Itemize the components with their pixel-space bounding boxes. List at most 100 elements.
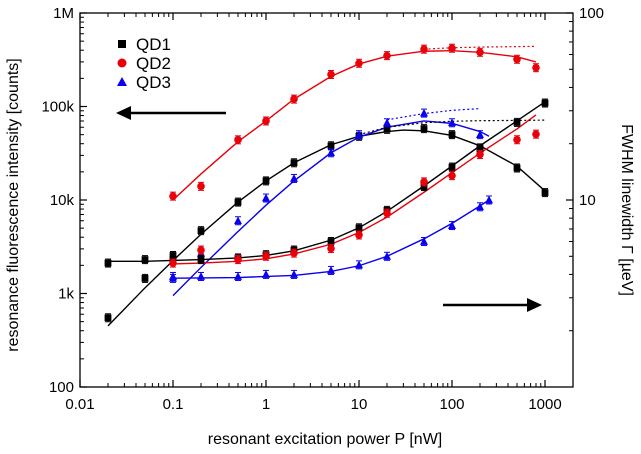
qd1-linewidth-data-point [513,118,521,126]
qd2-intensity-data-point [448,44,456,53]
qd3-intensity-fit-line [172,120,490,297]
qd2-linewidth-data-point [532,130,540,138]
qd3-linewidth-data-point [169,272,178,280]
qd1-linewidth-data-point [327,238,335,245]
qd1-intensity-data-point [420,125,428,133]
qd1-linewidth-fit-line [108,101,546,263]
qd1-intensity-data-point [262,177,270,185]
qd1-intensity-data-point [383,125,391,133]
qd1-intensity-data-point [513,164,521,172]
qd3-intensity-data-point [382,118,391,127]
right-axis-arrow-head [527,298,542,312]
qd3-linewidth-data-point [420,237,429,245]
qd2-intensity-data-point [383,51,391,60]
qd1-linewidth-data-point [420,183,428,190]
legend-label-qd1: QD1 [136,35,171,54]
qd2-linewidth-data-point [169,259,177,267]
qd2-intensity-data-point [420,45,428,54]
qd1-linewidth-data-point [104,259,112,267]
qd3-intensity-data-point [234,216,243,225]
x-tick-label: 10 [351,396,368,413]
x-tick-label: 0.01 [65,396,94,413]
qd1-intensity-fit-line [107,129,546,327]
qd1-linewidth-data-point [355,224,363,232]
x-tick-label: 1000 [528,396,561,413]
qd1-intensity-data-point [141,275,149,282]
legend-marker-qd1 [118,40,126,48]
x-tick-label: 0.1 [163,396,184,413]
qd2-intensity-data-point [513,55,521,64]
qd2-linewidth-data-point [355,231,363,239]
qd1-intensity-data-point [327,142,335,150]
qd2-intensity-data-point [532,63,540,72]
qd2-intensity-data-point [355,59,363,68]
qd2-intensity-data-point [476,48,484,57]
qd2-linewidth-data-point [476,150,484,159]
left-axis-arrow-head [116,106,131,120]
qd3-linewidth-data-point [262,270,271,278]
legend-label-qd2: QD2 [136,54,171,73]
qd1-linewidth-data-point [197,256,205,264]
qd2-linewidth-data-point [327,244,335,253]
qd2-intensity-data-point [197,182,205,191]
left-y-axis-title: resonance fluorescence intensity [counts… [5,58,22,352]
qd2-linewidth-data-point [513,135,521,144]
y-left-tick-label: 1M [53,5,74,22]
qd1-intensity-data-point [290,159,298,167]
qd3-intensity-data-point [448,118,457,127]
qd3-intensity-data-point [475,130,484,139]
qd2-intensity-data-point [169,192,177,200]
qd1-linewidth-data-point [448,163,456,171]
y-right-tick-label: 100 [579,5,604,22]
y-left-tick-label: 100k [41,99,74,116]
qd1-linewidth-data-point [476,144,484,152]
qd3-intensity-data-point [355,130,364,139]
qd2-linewidth-data-point [290,249,298,257]
y-left-tick-label: 10k [50,192,75,209]
legend-marker-qd3 [117,77,127,86]
qd3-linewidth-data-point [327,266,336,274]
qd2-linewidth-data-point [234,255,242,264]
qd2-intensity-data-point [327,70,335,79]
qd2-intensity-fit-line [172,50,537,201]
qd3-intensity-saturation-line [386,107,481,121]
qd3-linewidth-data-point [475,202,484,211]
y-left-tick-label: 100 [49,379,74,396]
x-axis-title: resonant excitation power P [nW] [208,431,443,448]
qd3-linewidth-fit-line [172,199,490,279]
qd3-linewidth-data-point [234,272,243,280]
y-left-tick-label: 1k [58,286,74,303]
qd3-linewidth-data-point [448,221,457,229]
qd1-intensity-data-point [448,131,456,139]
qd3-linewidth-data-point [355,260,364,269]
qd1-intensity-data-point [234,198,242,206]
qd1-linewidth-data-point [541,99,549,107]
qd2-intensity-data-point [290,95,298,103]
qd3-linewidth-data-point [196,272,205,280]
qd1-intensity-data-point [104,314,112,322]
legend-marker-qd2 [117,58,127,68]
qd2-intensity-data-point [234,136,242,144]
qd2-intensity-saturation-line [423,45,536,50]
qd3-linewidth-data-point [485,195,494,204]
qd3-linewidth-data-point [289,270,298,278]
qd2-linewidth-data-point [448,171,456,180]
qd1-intensity-data-point [197,227,205,235]
qd3-intensity-data-point [327,148,336,157]
qd2-linewidth-data-point [383,209,391,217]
qd3-intensity-data-point [262,193,271,202]
qd3-intensity-data-point [289,174,298,182]
qd3-linewidth-data-point [382,251,391,260]
x-tick-label: 1 [262,396,270,413]
legend-label-qd3: QD3 [136,73,171,92]
y-right-tick-label: 10 [579,192,596,209]
qd1-intensity-data-point [541,189,549,196]
qd2-intensity-data-point [262,117,270,125]
qd2-linewidth-data-point [197,246,205,254]
x-tick-label: 100 [439,396,464,413]
qd2-linewidth-data-point [262,252,270,261]
qd2-linewidth-data-point [420,178,428,186]
right-y-axis-title: FWHM linewidth Γ [µeV] [618,124,635,296]
qd1-linewidth-data-point [141,256,149,264]
